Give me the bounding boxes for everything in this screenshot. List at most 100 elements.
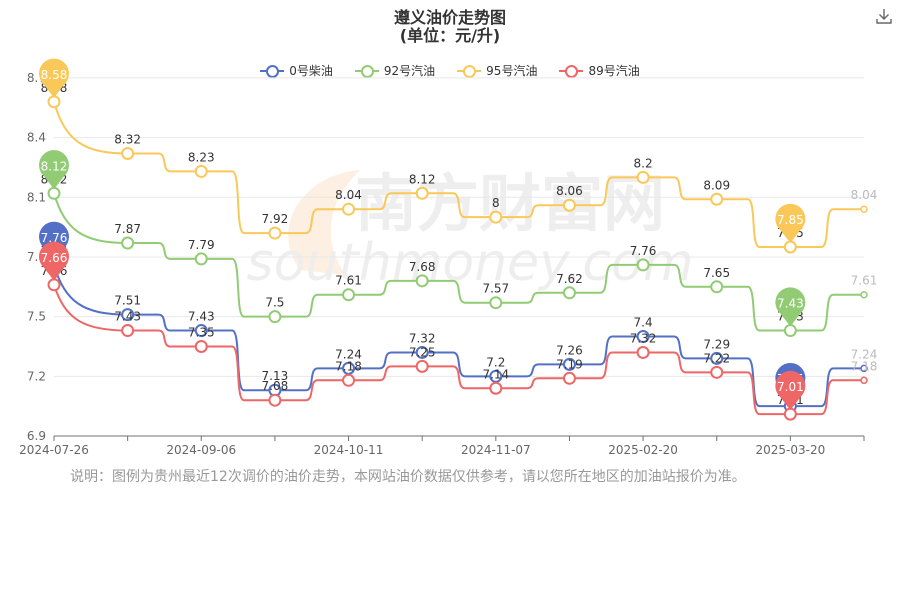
data-point [636,345,650,359]
legend-item[interactable]: 0号柴油 [260,62,333,79]
data-label: 8.04 [335,188,362,202]
data-point [710,192,724,206]
data-point [562,198,576,212]
data-point [268,393,282,407]
data-label: 7.19 [556,357,583,371]
legend-label: 0号柴油 [289,64,333,78]
data-point [342,288,356,302]
series-line [53,264,864,408]
data-label: 7.35 [188,325,215,339]
legend-marker-icon [260,64,285,78]
min-pin-label: 7.01 [777,380,804,394]
data-point [562,371,576,385]
chart-subtitle: (单位：元/升) [399,26,501,45]
series-line [53,192,864,332]
data-point [194,252,208,266]
legend-item[interactable]: 92号汽油 [354,62,436,79]
data-point [194,339,208,353]
data-label: 7.62 [556,272,583,286]
data-point [342,373,356,387]
min-pin-icon [775,203,806,243]
data-point [415,359,429,373]
max-marker: 8.58 [39,58,69,98]
x-tick-label: 2025-03-20 [755,443,825,457]
data-label: 7.14 [482,367,509,381]
max-pin-label: 7.76 [41,231,68,245]
data-label: 8.06 [556,184,583,198]
x-tick-label: 2024-07-26 [19,443,89,457]
data-label: 7.43 [114,310,141,324]
data-point [710,280,724,294]
data-point [860,376,868,385]
legend-marker-icon [354,64,379,78]
watermark-subtext: southmoney.com [247,233,694,293]
data-point [121,236,135,250]
data-point [121,146,135,160]
data-point [636,330,650,344]
data-point [47,95,61,109]
min-pin-icon [775,287,806,327]
data-label: 7.18 [851,359,878,373]
data-point [194,324,208,338]
min-pin-label: 7.43 [777,297,804,311]
data-point [489,381,503,395]
data-point [121,308,135,322]
data-point [268,310,282,324]
data-label: 7.29 [703,337,730,351]
data-point [860,205,868,213]
data-point [562,357,576,371]
data-point [415,345,429,359]
legend-label: 95号汽油 [486,64,538,78]
data-label: 7.32 [409,331,436,345]
x-tick-label: 2025-02-20 [608,443,678,457]
data-point [783,324,797,338]
data-label: 8.04 [851,188,878,202]
max-pin-label: 8.58 [41,68,68,82]
data-label: 7.26 [556,343,583,357]
data-point [636,258,650,272]
max-pin-label: 8.12 [41,159,68,173]
min-marker: 7.01 [775,370,806,411]
data-label: 8.23 [188,150,215,164]
legend-item[interactable]: 95号汽油 [457,62,537,79]
chart-note: 说明：图例为贵州最近12次调价的油价走势，本网站油价数据仅供参考，请以您所在地区… [70,469,746,485]
min-marker: 7.85 [775,203,806,243]
data-label: 7.32 [630,331,657,345]
download-icon[interactable] [874,6,894,26]
data-label: 7.76 [630,244,657,258]
x-tick-label: 2024-10-11 [314,443,384,457]
data-point [194,164,208,178]
legend-label: 89号汽油 [588,64,640,78]
data-label: 7.18 [335,359,362,373]
data-label: 7.61 [335,274,362,288]
x-tick-label: 2024-11-07 [461,443,531,457]
data-point [489,210,503,224]
data-point [342,202,356,216]
watermark-flame-icon [288,170,360,275]
chart-title: 遵义油价走势图 [393,8,506,27]
data-label: 7.13 [262,369,289,383]
data-point [121,324,135,338]
data-label: 7.24 [335,347,362,361]
data-point [47,278,61,292]
data-point [415,186,429,200]
y-tick-label: 6.9 [27,429,46,443]
max-pin-icon [39,150,69,190]
legend-item[interactable]: 89号汽油 [559,62,640,79]
legend-label: 92号汽油 [383,64,436,78]
data-label: 7.08 [262,379,289,393]
max-marker: 7.66 [39,241,69,281]
data-label: 7.2 [486,355,505,369]
series-line [53,101,864,248]
data-label: 7.61 [851,274,878,288]
data-point [783,240,797,254]
data-point [489,296,503,310]
min-pin-icon [775,370,806,411]
markers-layer: 7.767.058.127.438.587.857.667.01 [39,58,806,411]
legend-marker-icon [559,64,584,78]
data-point [860,364,868,373]
legend-marker-icon [457,64,482,78]
data-point [710,365,724,379]
data-label: 7.22 [703,351,730,365]
data-point [268,226,282,240]
